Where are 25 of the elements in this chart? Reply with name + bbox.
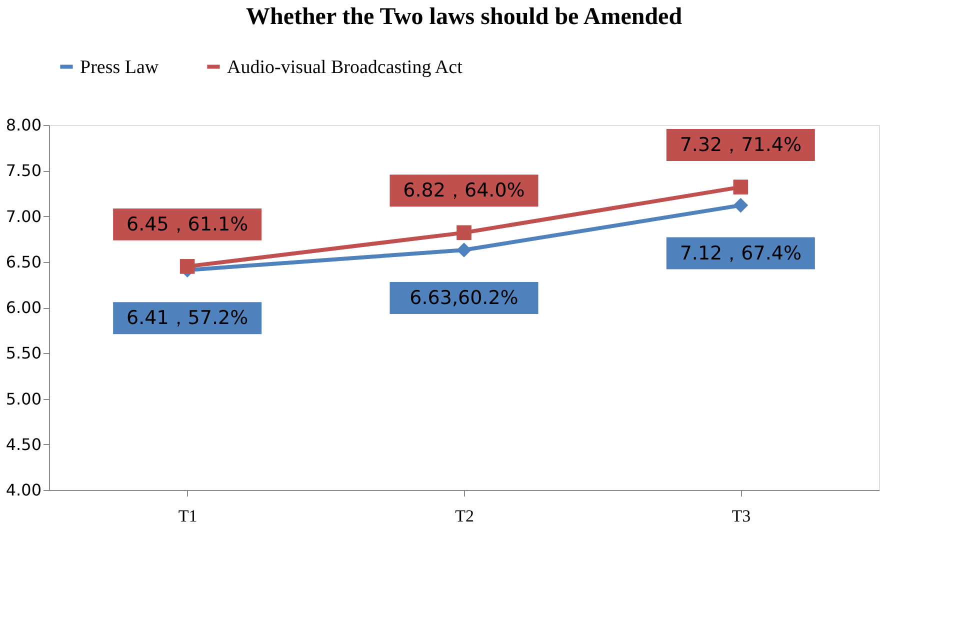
point (733, 198, 748, 213)
point (456, 225, 472, 240)
data-label: 6.41，57.2% (126, 307, 248, 330)
data-label: 6.82，64.0% (403, 180, 525, 202)
data-label: 7.32，71.4% (680, 134, 802, 156)
data-label: 6.45，61.1% (126, 213, 248, 236)
y-tick-label: 8.00 (6, 116, 42, 134)
legend-label: Press Law (80, 56, 159, 78)
y-tick-label: 6.00 (6, 298, 42, 317)
y-tick-label: 7.00 (6, 206, 42, 226)
y-tick-label: 5.50 (6, 344, 42, 363)
chart-title: Whether the Two laws should be Amended (246, 4, 683, 30)
y-tick-label: 5.00 (6, 389, 42, 408)
x-tick-label: T2 (455, 506, 474, 526)
legend-label: Audio-visual Broadcasting Act (227, 56, 464, 78)
point (456, 242, 472, 258)
data-label: 7.12，67.4% (680, 242, 802, 264)
y-tick-label: 4.00 (6, 480, 42, 500)
y-tick-label: 4.50 (6, 434, 42, 454)
point (733, 180, 748, 194)
data-label: 6.63,60.2% (410, 287, 518, 310)
y-tick-label: 7.50 (6, 161, 42, 180)
y-tick-label: 6.50 (6, 252, 42, 272)
x-tick-label: T3 (732, 506, 751, 526)
x-tick-label: T1 (178, 506, 198, 526)
